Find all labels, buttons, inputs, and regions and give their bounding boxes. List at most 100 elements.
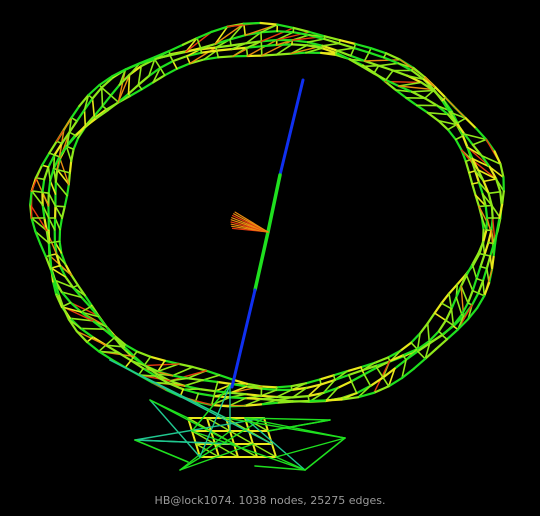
graph-bottom-cluster bbox=[109, 359, 346, 471]
ring-edge bbox=[490, 204, 494, 220]
ring-edge bbox=[49, 167, 55, 182]
ring-cross-edge bbox=[148, 58, 156, 77]
ring-edge bbox=[79, 327, 95, 339]
ring-cross-edge bbox=[210, 395, 215, 406]
ring-cross-edge bbox=[56, 168, 70, 186]
ring-cross-edge bbox=[60, 291, 83, 299]
ring-edge bbox=[70, 273, 80, 287]
ring-edge bbox=[435, 338, 449, 351]
ring-edge bbox=[335, 51, 351, 61]
ring-edge bbox=[83, 294, 93, 307]
ring-cross-edge bbox=[153, 58, 161, 69]
ring-cross-edge bbox=[306, 38, 326, 44]
ring-edge bbox=[218, 374, 234, 381]
ring-cross-edge bbox=[260, 23, 279, 34]
ring-edge bbox=[153, 50, 170, 59]
ring-edge bbox=[195, 30, 213, 40]
ring-edge bbox=[323, 398, 343, 402]
ring-cross-edge bbox=[357, 385, 372, 399]
ring-edge bbox=[53, 280, 60, 296]
cluster-edge bbox=[271, 443, 277, 458]
ring-cross-edge bbox=[307, 383, 322, 397]
spoke-edge-blue-bottom bbox=[230, 288, 257, 389]
ring-cross-edge bbox=[30, 190, 44, 194]
ring-edge bbox=[106, 101, 120, 112]
ring-edge bbox=[426, 312, 436, 325]
cluster-edge bbox=[214, 443, 220, 458]
ring-cross-edge bbox=[363, 373, 372, 387]
ring-edge bbox=[100, 76, 114, 89]
ring-edge bbox=[60, 290, 72, 304]
cluster-edge bbox=[195, 443, 220, 458]
ring-cross-edge bbox=[471, 263, 478, 280]
ring-edge bbox=[410, 69, 425, 81]
cluster-link-edge bbox=[244, 417, 306, 471]
ring-edge bbox=[412, 357, 427, 370]
ring-edge bbox=[231, 383, 248, 388]
ring-edge bbox=[470, 292, 480, 307]
ring-edge bbox=[53, 142, 63, 157]
ring-edge bbox=[477, 181, 484, 196]
ring-edge bbox=[401, 348, 418, 357]
ring-edge bbox=[133, 355, 146, 367]
ring-edge bbox=[465, 263, 474, 277]
ring-cross-edge bbox=[471, 181, 480, 185]
ring-edge bbox=[484, 204, 489, 220]
ring-cross-edge bbox=[229, 22, 245, 41]
ring-edge bbox=[217, 55, 234, 59]
ring-edge bbox=[154, 375, 171, 385]
ring-edge bbox=[307, 391, 325, 398]
ring-edge bbox=[369, 47, 388, 55]
ring-cross-edge bbox=[50, 264, 61, 269]
ring-edge bbox=[186, 377, 204, 382]
ring-edge bbox=[163, 67, 178, 77]
ring-accent-edge bbox=[261, 39, 293, 57]
ring-edge bbox=[304, 378, 321, 385]
ring-cross-edge bbox=[440, 334, 448, 341]
ring-cross-edge bbox=[152, 67, 161, 84]
ring-edge bbox=[182, 388, 200, 395]
ring-edge bbox=[260, 43, 278, 48]
ring-edge bbox=[428, 333, 443, 345]
ring-cross-edge bbox=[101, 105, 109, 112]
ring-edge bbox=[68, 160, 73, 174]
ring-edge bbox=[243, 403, 263, 407]
ring-edge bbox=[481, 193, 487, 207]
ring-edge bbox=[487, 192, 493, 207]
ring-cross-edge bbox=[433, 312, 447, 322]
ring-accent-edge bbox=[397, 85, 435, 91]
ring-edge bbox=[323, 35, 342, 42]
ring-edge bbox=[361, 364, 378, 372]
ring-edge bbox=[476, 294, 486, 309]
ring-cross-edge bbox=[183, 379, 204, 387]
ring-edge bbox=[494, 229, 499, 245]
ring-edge bbox=[30, 216, 37, 233]
ring-edge bbox=[452, 315, 465, 328]
ring-edge bbox=[477, 240, 485, 255]
ring-cross-edge bbox=[455, 117, 467, 125]
ring-edge bbox=[260, 53, 278, 57]
ring-edge bbox=[40, 152, 51, 167]
ring-edge bbox=[471, 143, 483, 157]
ring-edge bbox=[434, 86, 447, 99]
ring-cross-edge bbox=[447, 123, 458, 131]
ring-edge bbox=[49, 267, 56, 283]
ring-cross-edge bbox=[100, 86, 112, 97]
ring-cross-edge bbox=[137, 367, 145, 376]
ring-edge bbox=[475, 265, 482, 280]
ring-edge bbox=[322, 386, 339, 394]
cluster-edge bbox=[252, 443, 258, 458]
ring-cross-edge bbox=[214, 25, 229, 45]
ring-edge bbox=[385, 52, 402, 61]
ring-edge bbox=[260, 387, 278, 392]
ring-edge bbox=[490, 255, 495, 271]
cluster-link-edge bbox=[199, 384, 231, 458]
ring-edge bbox=[483, 241, 490, 256]
ring-cross-edge bbox=[196, 37, 202, 50]
ring-accent-edge bbox=[169, 370, 207, 382]
ring-edge bbox=[482, 180, 490, 195]
ring-cross-edge bbox=[488, 166, 505, 179]
ring-edge bbox=[432, 88, 444, 102]
ring-cross-edge bbox=[54, 181, 68, 197]
graph-caption: HB@lock1074. 1038 nodes, 25275 edges. bbox=[154, 494, 386, 507]
